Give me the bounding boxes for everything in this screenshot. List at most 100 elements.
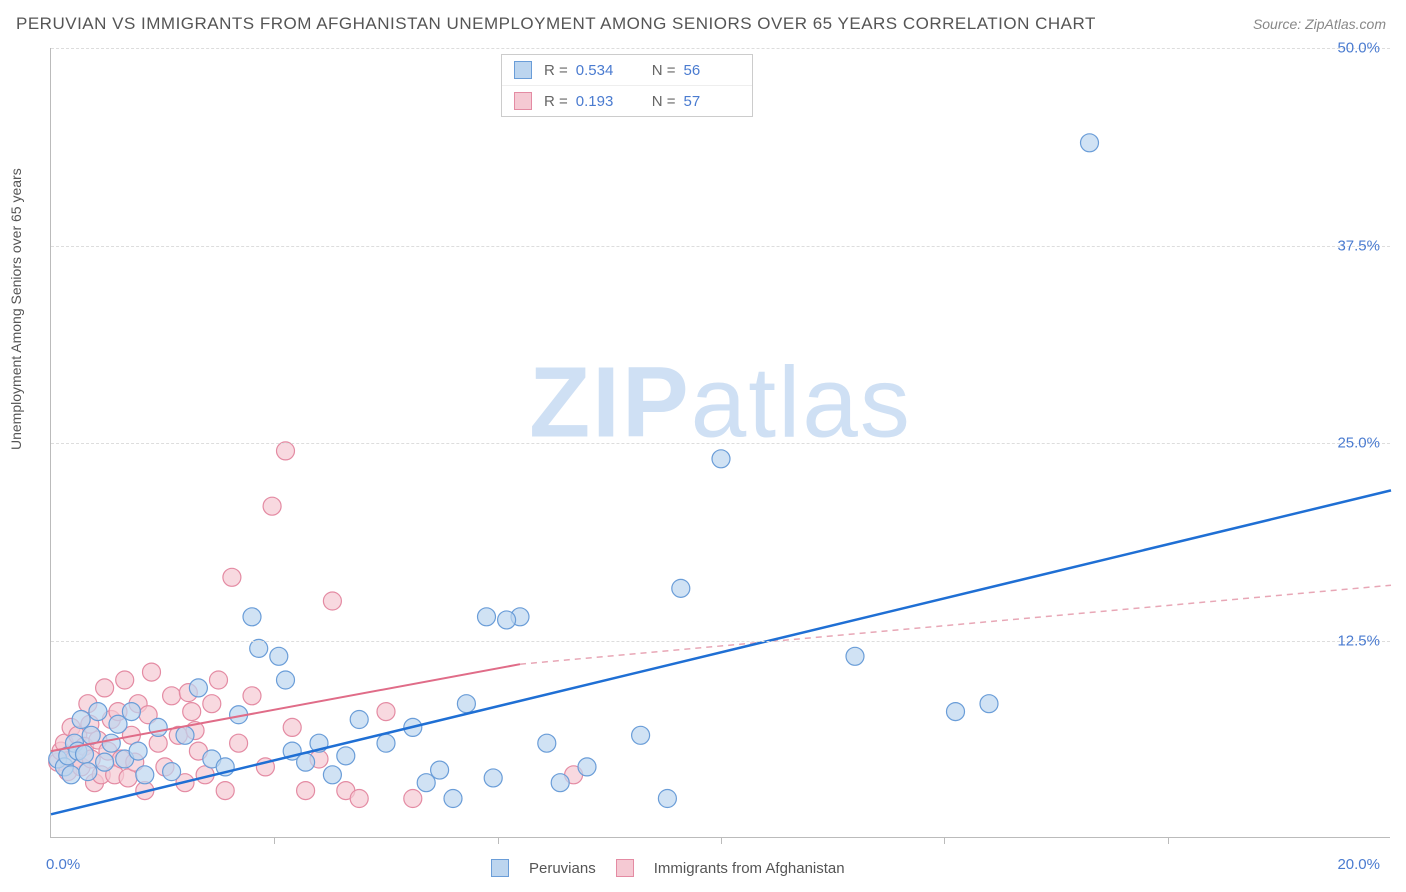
- data-point: [149, 718, 167, 736]
- data-point: [478, 608, 496, 626]
- data-point: [250, 639, 268, 657]
- data-point: [297, 782, 315, 800]
- data-point: [129, 742, 147, 760]
- grid-line: [51, 443, 1390, 444]
- data-point: [947, 703, 965, 721]
- data-point: [377, 703, 395, 721]
- data-point: [183, 703, 201, 721]
- data-point: [980, 695, 998, 713]
- data-point: [377, 734, 395, 752]
- legend-label-peruvians: Peruvians: [529, 860, 596, 877]
- chart-title: PERUVIAN VS IMMIGRANTS FROM AFGHANISTAN …: [16, 14, 1096, 34]
- data-point: [116, 671, 134, 689]
- data-point: [712, 450, 730, 468]
- y-tick-label: 50.0%: [1337, 40, 1380, 57]
- x-tick: [274, 837, 275, 844]
- legend-row-peruvians: R = 0.534 N = 56: [502, 55, 752, 86]
- data-point: [538, 734, 556, 752]
- legend-series: Peruvians Immigrants from Afghanistan: [491, 859, 845, 877]
- data-point: [163, 763, 181, 781]
- data-point: [350, 790, 368, 808]
- swatch-afghanistan: [514, 92, 532, 110]
- data-point: [457, 695, 475, 713]
- data-point: [404, 790, 422, 808]
- data-point: [176, 726, 194, 744]
- legend-r-label: R =: [544, 62, 568, 79]
- x-tick: [1168, 837, 1169, 844]
- data-point: [102, 734, 120, 752]
- legend-r-value-peruvians: 0.534: [576, 62, 632, 79]
- chart-header: PERUVIAN VS IMMIGRANTS FROM AFGHANISTAN …: [0, 0, 1406, 44]
- data-point: [277, 442, 295, 460]
- legend-n-value-afghanistan: 57: [684, 93, 740, 110]
- legend-item-afghanistan: Immigrants from Afghanistan: [616, 859, 845, 877]
- data-point: [323, 592, 341, 610]
- data-point: [283, 718, 301, 736]
- trend-line: [520, 585, 1391, 664]
- data-point: [263, 497, 281, 515]
- y-tick-label: 37.5%: [1337, 237, 1380, 254]
- data-point: [216, 782, 234, 800]
- data-point: [203, 695, 221, 713]
- data-point: [243, 687, 261, 705]
- data-point: [337, 747, 355, 765]
- data-point: [323, 766, 341, 784]
- x-tick: [944, 837, 945, 844]
- y-tick-label: 25.0%: [1337, 435, 1380, 452]
- data-point: [72, 711, 90, 729]
- grid-line: [51, 48, 1390, 49]
- grid-line: [51, 641, 1390, 642]
- legend-n-value-peruvians: 56: [684, 62, 740, 79]
- data-point: [277, 671, 295, 689]
- legend-n-label: N =: [652, 93, 676, 110]
- legend-label-afghanistan: Immigrants from Afghanistan: [654, 860, 845, 877]
- data-point: [551, 774, 569, 792]
- chart-plot-area: ZIPatlas R = 0.534 N = 56 R = 0.193 N = …: [50, 48, 1390, 838]
- data-point: [498, 611, 516, 629]
- data-point: [484, 769, 502, 787]
- legend-item-peruvians: Peruvians: [491, 859, 596, 877]
- swatch-peruvians-bottom: [491, 859, 509, 877]
- y-tick-label: 12.5%: [1337, 632, 1380, 649]
- data-point: [270, 647, 288, 665]
- data-point: [143, 663, 161, 681]
- x-tick: [498, 837, 499, 844]
- data-point: [243, 608, 261, 626]
- data-point: [223, 568, 241, 586]
- data-point: [431, 761, 449, 779]
- data-point: [658, 790, 676, 808]
- data-point: [444, 790, 462, 808]
- data-point: [136, 766, 154, 784]
- legend-r-value-afghanistan: 0.193: [576, 93, 632, 110]
- data-point: [96, 679, 114, 697]
- x-tick-max: 20.0%: [1337, 856, 1380, 873]
- legend-r-label: R =: [544, 93, 568, 110]
- data-point: [76, 745, 94, 763]
- data-point: [1081, 134, 1099, 152]
- swatch-peruvians: [514, 61, 532, 79]
- data-point: [672, 579, 690, 597]
- data-point: [89, 703, 107, 721]
- x-tick-min: 0.0%: [46, 856, 80, 873]
- legend-n-label: N =: [652, 62, 676, 79]
- y-axis-label: Unemployment Among Seniors over 65 years: [8, 168, 24, 450]
- data-point: [297, 753, 315, 771]
- x-tick: [721, 837, 722, 844]
- data-point: [350, 711, 368, 729]
- chart-source: Source: ZipAtlas.com: [1253, 16, 1386, 32]
- legend-correlation: R = 0.534 N = 56 R = 0.193 N = 57: [501, 54, 753, 117]
- data-point: [122, 703, 140, 721]
- data-point: [210, 671, 228, 689]
- grid-line: [51, 246, 1390, 247]
- data-point: [163, 687, 181, 705]
- data-point: [230, 734, 248, 752]
- data-point: [846, 647, 864, 665]
- data-point: [79, 763, 97, 781]
- data-point: [578, 758, 596, 776]
- data-point: [96, 753, 114, 771]
- legend-row-afghanistan: R = 0.193 N = 57: [502, 86, 752, 116]
- data-point: [632, 726, 650, 744]
- data-point: [189, 679, 207, 697]
- data-point: [62, 766, 80, 784]
- swatch-afghanistan-bottom: [616, 859, 634, 877]
